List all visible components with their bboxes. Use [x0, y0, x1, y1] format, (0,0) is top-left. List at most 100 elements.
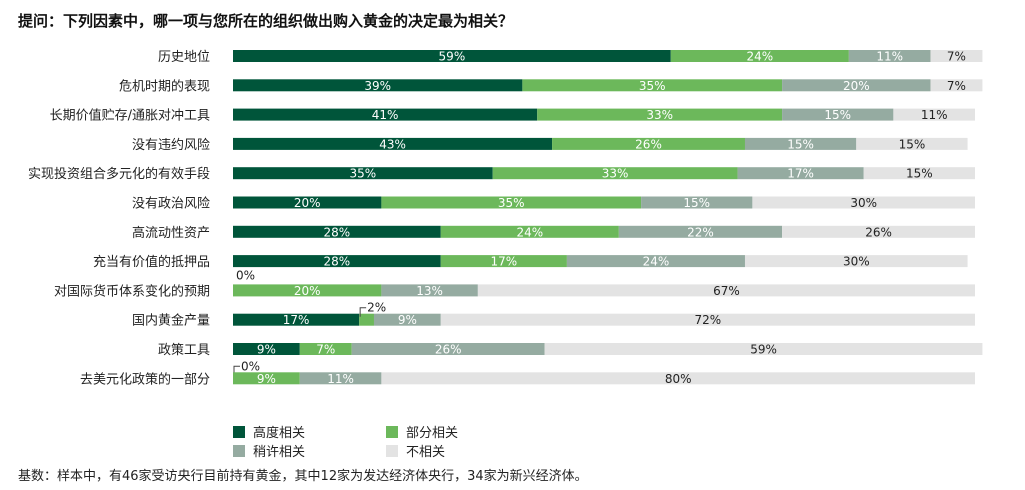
legend-label: 不相关 — [406, 445, 446, 460]
data-label: 17% — [787, 167, 814, 181]
bar-segment — [233, 284, 382, 297]
data-label: 24% — [643, 255, 670, 269]
stacked-bar-chart: 历史地位 59% 24% 11% 7% 危机时期的表现 39% 35% 20% 7% 长期价值贮存/… — [28, 50, 983, 387]
bar-segment — [744, 255, 968, 268]
data-label: 15% — [683, 196, 710, 210]
category-label: 国内黄金产量 — [132, 313, 210, 329]
category-label: 没有政治风险 — [132, 197, 210, 212]
data-label: 0% — [241, 359, 260, 373]
bar-segment — [863, 167, 975, 180]
bar-segment — [537, 108, 783, 121]
category-label: 政策工具 — [158, 342, 210, 358]
data-label: 35% — [498, 196, 525, 210]
data-label: 30% — [843, 255, 870, 269]
leader-line — [359, 307, 367, 317]
category-label: 没有违约风险 — [132, 138, 210, 153]
bar-segment — [233, 255, 441, 268]
data-label: 80% — [665, 372, 692, 386]
data-label: 11% — [876, 50, 903, 64]
data-label: 17% — [283, 313, 310, 327]
category-label: 充当有价值的抵押品 — [93, 254, 210, 270]
data-label: 33% — [602, 167, 629, 181]
bar-segment — [566, 255, 745, 268]
bar-segment — [930, 79, 983, 92]
bar-segment — [477, 284, 975, 297]
bar-segment — [856, 137, 968, 150]
data-label: 17% — [490, 255, 517, 269]
bar-segment — [373, 313, 441, 326]
category-label: 危机时期的表现 — [119, 78, 210, 94]
data-label: 15% — [899, 137, 926, 151]
data-label: 15% — [906, 167, 933, 181]
bar-segment — [930, 50, 983, 62]
data-label: 26% — [865, 225, 892, 239]
bar-segment — [670, 50, 849, 62]
data-label: 20% — [294, 284, 321, 298]
bar-segment — [233, 313, 360, 326]
bar-segment — [233, 137, 553, 150]
legend-item-partial: 部分相关 — [386, 422, 458, 441]
data-label: 15% — [824, 108, 851, 122]
data-label: 20% — [294, 196, 321, 210]
bar-segment — [381, 284, 478, 297]
data-label: 26% — [435, 343, 462, 357]
legend-label: 部分相关 — [406, 426, 459, 441]
bar-segment — [737, 167, 864, 180]
data-label: 11% — [921, 108, 948, 122]
data-label: 22% — [687, 225, 714, 239]
bar-segment — [299, 343, 352, 355]
bar-segment — [522, 79, 783, 92]
legend-swatch — [386, 444, 398, 457]
data-label: 39% — [364, 79, 391, 93]
data-label: 7% — [947, 79, 966, 93]
bar-segment — [233, 343, 300, 355]
data-label: 59% — [439, 50, 466, 64]
category-label: 实现投资组合多元化的有效手段 — [28, 166, 210, 182]
bar-segment — [618, 225, 783, 238]
category-label: 去美元化政策的一部分 — [80, 371, 210, 387]
bar-segment — [299, 372, 382, 385]
data-label: 28% — [324, 225, 351, 239]
data-label: 24% — [746, 50, 773, 64]
category-label: 对国际货币体系变化的预期 — [54, 283, 210, 299]
data-label: 15% — [787, 137, 814, 151]
data-label: 26% — [635, 137, 662, 151]
category-label: 长期价值贮存/通胀对冲工具 — [50, 108, 210, 124]
data-label: 41% — [372, 108, 399, 122]
bar-segment — [782, 108, 894, 121]
data-label: 9% — [257, 372, 276, 386]
bar-segment — [552, 137, 745, 150]
bar-segment — [233, 372, 300, 385]
legend-label: 高度相关 — [253, 426, 306, 441]
chart-title: 提问：下列因素中，哪一项与您所在的组织做出购入黄金的决定最为相关？ — [18, 12, 514, 30]
legend-swatch — [233, 425, 245, 438]
data-label: 35% — [639, 79, 666, 93]
bar-segment — [233, 50, 671, 62]
bar-segment — [744, 137, 857, 150]
footnote: 基数：样本中，有46家受访央行目前持有黄金，其中12家为发达经济体央行，34家为… — [18, 469, 588, 484]
bar-segment — [544, 343, 983, 355]
bar-segment — [351, 343, 545, 355]
category-label: 高流动性资产 — [132, 225, 210, 241]
data-label: 9% — [257, 343, 276, 357]
data-label: 30% — [850, 196, 877, 210]
data-label: 67% — [713, 284, 740, 298]
legend-item-high: 高度相关 — [233, 422, 305, 441]
data-label: 7% — [316, 343, 335, 357]
legend-item-none: 不相关 — [386, 441, 445, 460]
data-label: 35% — [350, 167, 377, 181]
bar-segment — [233, 225, 441, 238]
data-label: 9% — [398, 313, 417, 327]
category-label: 历史地位 — [158, 50, 210, 65]
bar-segment — [440, 225, 619, 238]
legend-label: 稍许相关 — [253, 445, 306, 460]
data-label: 28% — [324, 255, 351, 269]
bar-segment — [440, 255, 567, 268]
bar-segment — [233, 108, 538, 121]
data-label: 33% — [646, 108, 673, 122]
legend-swatch — [233, 444, 245, 457]
bar-segment — [752, 196, 975, 209]
legend-swatch — [386, 425, 398, 438]
bar-segment — [233, 79, 523, 92]
data-label: 59% — [750, 343, 777, 357]
